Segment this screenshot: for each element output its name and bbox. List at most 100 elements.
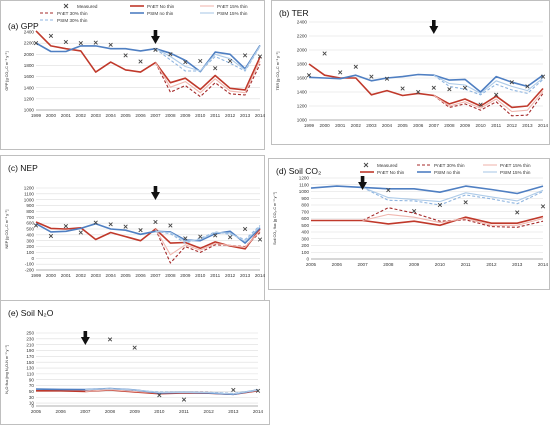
measured-point-stroke	[213, 66, 218, 71]
y-tick-label: 2200	[297, 34, 308, 39]
x-tick-label: 2000	[46, 273, 57, 278]
legend-gpp: Measured PnET No thin PnET 15% thin PnET 30…	[40, 3, 248, 23]
series-line-pnet_no	[35, 30, 261, 91]
x-tick-label: 2013	[228, 409, 239, 414]
series-line-pnet_15	[155, 60, 261, 94]
measured-point	[228, 235, 233, 240]
series-line-pnet_15	[155, 228, 261, 256]
x-tick-label: 1999	[31, 273, 42, 278]
x-tick-label: 2006	[332, 262, 343, 267]
y-tick-label: 400	[26, 232, 34, 237]
measured-point-stroke	[183, 59, 188, 65]
measured-point-stroke	[198, 234, 203, 239]
measured-point	[257, 54, 263, 59]
measured-point-stroke	[525, 84, 530, 89]
y-tick-label: 70	[29, 383, 35, 388]
x-tick-label: 2010	[195, 113, 206, 118]
measured-point	[138, 59, 143, 64]
measured-point	[231, 387, 236, 393]
panel-frame	[0, 0, 265, 150]
measured-point-stroke	[231, 387, 236, 393]
panel-title: (a) GPP	[8, 21, 39, 31]
measured-point	[183, 59, 188, 65]
y-tick-label: 230	[26, 336, 34, 341]
y-tick-label: 500	[301, 223, 309, 228]
panel-nep: -200-10001002003004005006007008009001000…	[0, 155, 266, 305]
x-tick-label: 2014	[255, 273, 266, 278]
panel-title: (e) Soil N₂O	[8, 308, 54, 318]
y-tick-label: 210	[26, 342, 34, 347]
measured-point-stroke	[153, 47, 158, 52]
thinning-arrow	[150, 186, 160, 200]
y-tick-label: 130	[26, 366, 34, 371]
measured-point-stroke	[168, 223, 173, 228]
measured-point	[525, 84, 530, 89]
legend-item-psim_30: PSIM 30% thin	[40, 18, 88, 23]
measured-point	[400, 86, 405, 91]
measured-point-stroke	[447, 87, 452, 92]
measured-point	[353, 64, 358, 69]
y-tick-label: 1100	[24, 191, 34, 196]
y-tick-label: 1000	[297, 118, 308, 123]
legend-label: PSIM 30% thin	[57, 18, 88, 23]
measured-point	[306, 73, 312, 78]
measured-point-stroke	[369, 74, 374, 79]
panel-frame	[271, 0, 550, 145]
measured-point-stroke	[138, 59, 143, 64]
x-tick-label: 2000	[319, 123, 330, 128]
legend-item-pnet_30: PnET 30% thin	[40, 11, 88, 16]
x-tick-label: 2008	[165, 273, 176, 278]
measured-point-stroke	[33, 223, 39, 228]
x-tick-label: 2004	[382, 123, 393, 128]
x-tick-label: 2007	[429, 123, 440, 128]
thinning-arrow	[429, 20, 439, 34]
series-line-psim_15	[155, 45, 261, 72]
measured-point-stroke	[48, 33, 54, 39]
x-tick-label: 2004	[106, 113, 117, 118]
measured-point	[168, 223, 173, 228]
y-tick-label: 1800	[24, 63, 35, 68]
measured-point-stroke	[228, 58, 233, 64]
x-tick-label: 2008	[165, 113, 176, 118]
measured-point-stroke	[463, 200, 468, 205]
arrow-shaft	[360, 176, 365, 183]
series-line-psim_30	[155, 46, 261, 72]
measured-point-stroke	[108, 222, 113, 227]
legend-item-pnet_no: PnET No thin	[360, 170, 405, 175]
y-tick-label: 300	[301, 236, 309, 241]
y-tick-label: 1100	[299, 182, 309, 187]
y-tick-label: 800	[301, 203, 309, 208]
legend-label: PSIM 15% thin	[500, 170, 531, 175]
measured-point-stroke	[242, 226, 248, 232]
measured-point	[462, 85, 468, 90]
y-tick-label: 600	[301, 216, 309, 221]
x-tick-label: 2009	[180, 113, 191, 118]
measured-point-stroke	[478, 102, 483, 107]
measured-point-stroke	[138, 228, 143, 233]
legend-item-psim_no: PSIM no thin	[130, 11, 174, 16]
x-tick-label: 2014	[538, 262, 549, 267]
measured-point	[411, 208, 417, 214]
measured-point-stroke	[78, 230, 83, 235]
measured-point-stroke	[416, 89, 421, 95]
legend-item-psim_no: PSIM no thin	[417, 170, 461, 175]
x-tick-label: 2010	[195, 273, 206, 278]
x-tick-label: 2005	[306, 262, 317, 267]
series-line-pnet_30	[154, 228, 261, 264]
y-tick-label: 150	[26, 360, 34, 365]
measured-point	[213, 66, 218, 71]
measured-point	[157, 393, 162, 398]
measured-point	[257, 237, 263, 242]
x-tick-label: 2010	[475, 123, 486, 128]
series-line-psim_15	[362, 186, 544, 203]
x-tick-label: 2012	[225, 113, 236, 118]
y-tick-label: 1000	[24, 197, 35, 202]
x-tick-label: 2008	[383, 262, 394, 267]
arrow-head	[150, 36, 160, 44]
y-tick-label: 0	[306, 257, 309, 262]
arrow-head	[429, 26, 439, 34]
measured-point-stroke	[48, 233, 54, 239]
x-tick-label: 2011	[210, 273, 220, 278]
measured-point	[242, 53, 248, 58]
measured-point-stroke	[257, 237, 263, 242]
